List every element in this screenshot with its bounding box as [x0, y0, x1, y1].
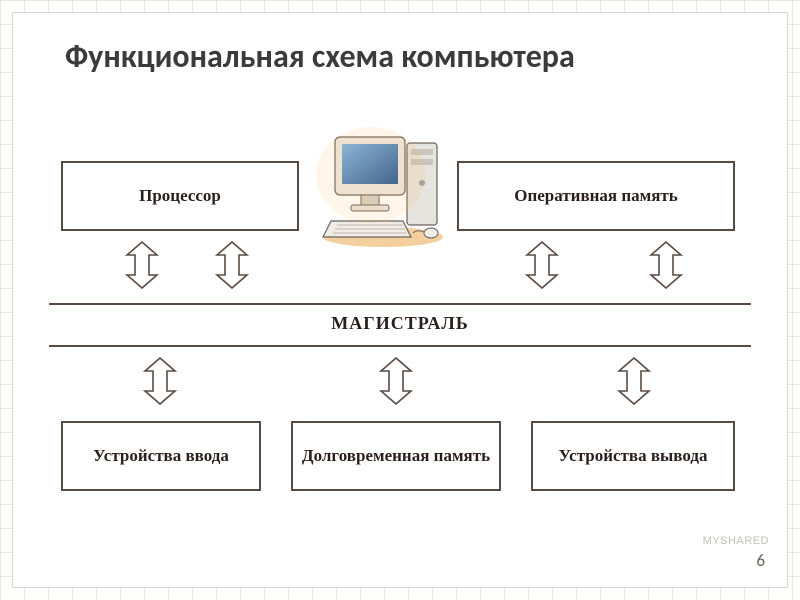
arrow-top-1 — [215, 241, 249, 289]
arrow-top-2 — [525, 241, 559, 289]
box-ram-label: Оперативная память — [514, 186, 678, 206]
box-processor: Процессор — [61, 161, 299, 231]
arrow-bot-1 — [379, 357, 413, 405]
arrow-top-3 — [649, 241, 683, 289]
slide: Функциональная схема компьютера Процессо… — [12, 12, 788, 588]
box-input-label: Устройства ввода — [93, 446, 229, 466]
arrow-bot-2 — [617, 357, 651, 405]
watermark: MYSHARED — [703, 535, 769, 547]
page-number: 6 — [756, 550, 765, 571]
box-storage-label: Долговременная память — [302, 446, 490, 466]
computer-icon — [313, 125, 453, 250]
bus-line-bot — [49, 345, 751, 347]
box-storage: Долговременная память — [291, 421, 501, 491]
bus-section: МАГИСТРАЛЬ — [49, 303, 751, 345]
bus-line-top — [49, 303, 751, 305]
box-ram: Оперативная память — [457, 161, 735, 231]
arrow-top-0 — [125, 241, 159, 289]
page-title: Функциональная схема компьютера — [13, 13, 787, 76]
box-processor-label: Процессор — [139, 186, 221, 206]
box-output-label: Устройства вывода — [559, 446, 708, 466]
bus-label: МАГИСТРАЛЬ — [49, 313, 751, 334]
arrow-bot-0 — [143, 357, 177, 405]
box-output-devices: Устройства вывода — [531, 421, 735, 491]
box-input-devices: Устройства ввода — [61, 421, 261, 491]
